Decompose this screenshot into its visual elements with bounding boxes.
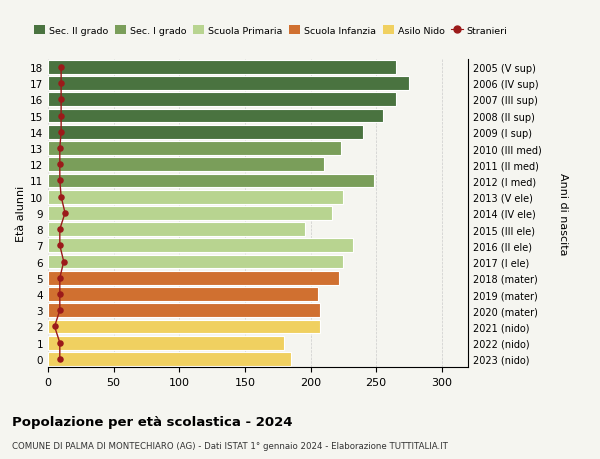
Point <box>56 194 66 201</box>
Bar <box>48 287 319 301</box>
Bar <box>48 126 363 140</box>
Point <box>55 274 65 282</box>
Point <box>50 323 59 330</box>
Y-axis label: Età alunni: Età alunni <box>16 185 26 241</box>
Bar <box>48 93 396 107</box>
Point <box>56 96 66 104</box>
Point <box>55 242 65 250</box>
Text: COMUNE DI PALMA DI MONTECHIARO (AG) - Dati ISTAT 1° gennaio 2024 - Elaborazione : COMUNE DI PALMA DI MONTECHIARO (AG) - Da… <box>12 441 448 450</box>
Point <box>56 129 66 136</box>
Bar <box>48 239 353 253</box>
Point <box>55 177 65 185</box>
Bar <box>48 320 320 334</box>
Point <box>55 339 65 347</box>
Bar <box>48 158 323 172</box>
Point <box>59 258 68 266</box>
Bar <box>48 223 305 236</box>
Bar <box>48 109 383 123</box>
Point <box>55 291 65 298</box>
Point <box>55 226 65 233</box>
Bar <box>48 304 320 318</box>
Bar <box>48 142 341 156</box>
Text: Popolazione per età scolastica - 2024: Popolazione per età scolastica - 2024 <box>12 415 293 428</box>
Bar <box>48 190 343 204</box>
Bar <box>48 352 291 366</box>
Point <box>55 307 65 314</box>
Bar <box>48 174 373 188</box>
Bar <box>48 336 284 350</box>
Point <box>60 210 70 217</box>
Y-axis label: Anni di nascita: Anni di nascita <box>558 172 568 255</box>
Legend: Sec. II grado, Sec. I grado, Scuola Primaria, Scuola Infanzia, Asilo Nido, Stran: Sec. II grado, Sec. I grado, Scuola Prim… <box>32 24 509 38</box>
Bar <box>48 77 409 91</box>
Point <box>56 112 66 120</box>
Point <box>55 161 65 168</box>
Bar <box>48 271 340 285</box>
Point <box>56 64 66 72</box>
Bar <box>48 61 396 75</box>
Bar <box>48 207 331 220</box>
Bar <box>48 255 343 269</box>
Point <box>55 355 65 363</box>
Point <box>55 145 65 152</box>
Point <box>56 80 66 88</box>
